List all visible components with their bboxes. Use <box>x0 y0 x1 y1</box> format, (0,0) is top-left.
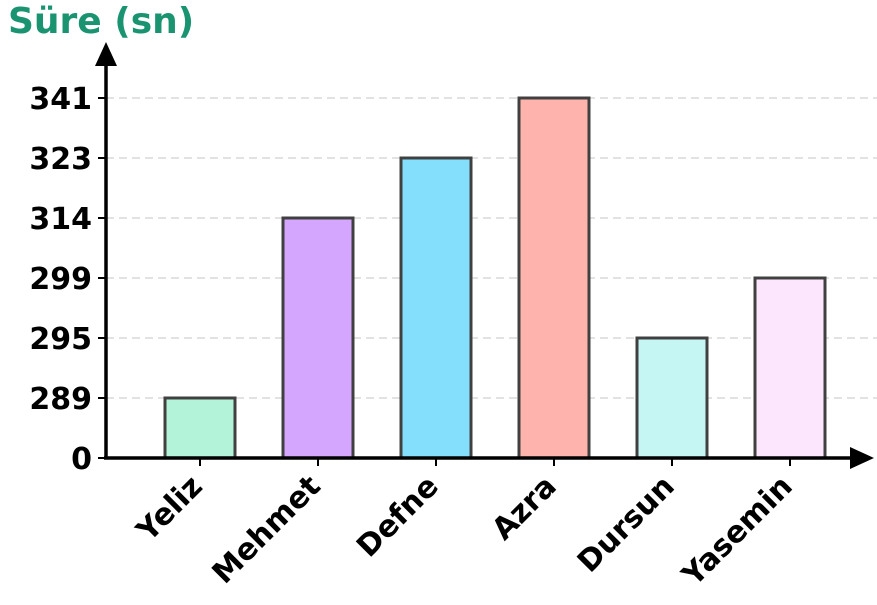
x-tick-label: Azra <box>485 469 563 547</box>
y-axis-arrow-icon <box>95 42 117 66</box>
bar-defne <box>401 158 471 458</box>
y-tick-label: 314 <box>29 202 92 237</box>
y-axis-title: Süre (sn) <box>8 1 194 42</box>
y-tick-label: 0 <box>71 442 92 477</box>
y-tick-label: 295 <box>29 322 92 357</box>
x-tick-label: Defne <box>350 469 445 564</box>
y-tick-label: 299 <box>29 262 92 297</box>
bar-yeliz <box>165 398 235 458</box>
x-tick-label: Yasemin <box>675 469 800 594</box>
y-tick-label: 341 <box>29 82 92 117</box>
y-tick-label: 289 <box>29 382 92 417</box>
bar-mehmet <box>283 218 353 458</box>
x-tick-label: Mehmet <box>206 469 328 591</box>
x-tick-label: Dursun <box>571 469 682 580</box>
y-ticks: 0 289 295 299 314 323 341 <box>29 82 106 477</box>
bar-azra <box>519 98 589 458</box>
bar-dursun <box>637 338 707 458</box>
bar-yasemin <box>755 278 825 458</box>
y-tick-label: 323 <box>29 142 92 177</box>
x-axis-arrow-icon <box>850 447 874 469</box>
x-tick-label: Yeliz <box>130 469 210 549</box>
